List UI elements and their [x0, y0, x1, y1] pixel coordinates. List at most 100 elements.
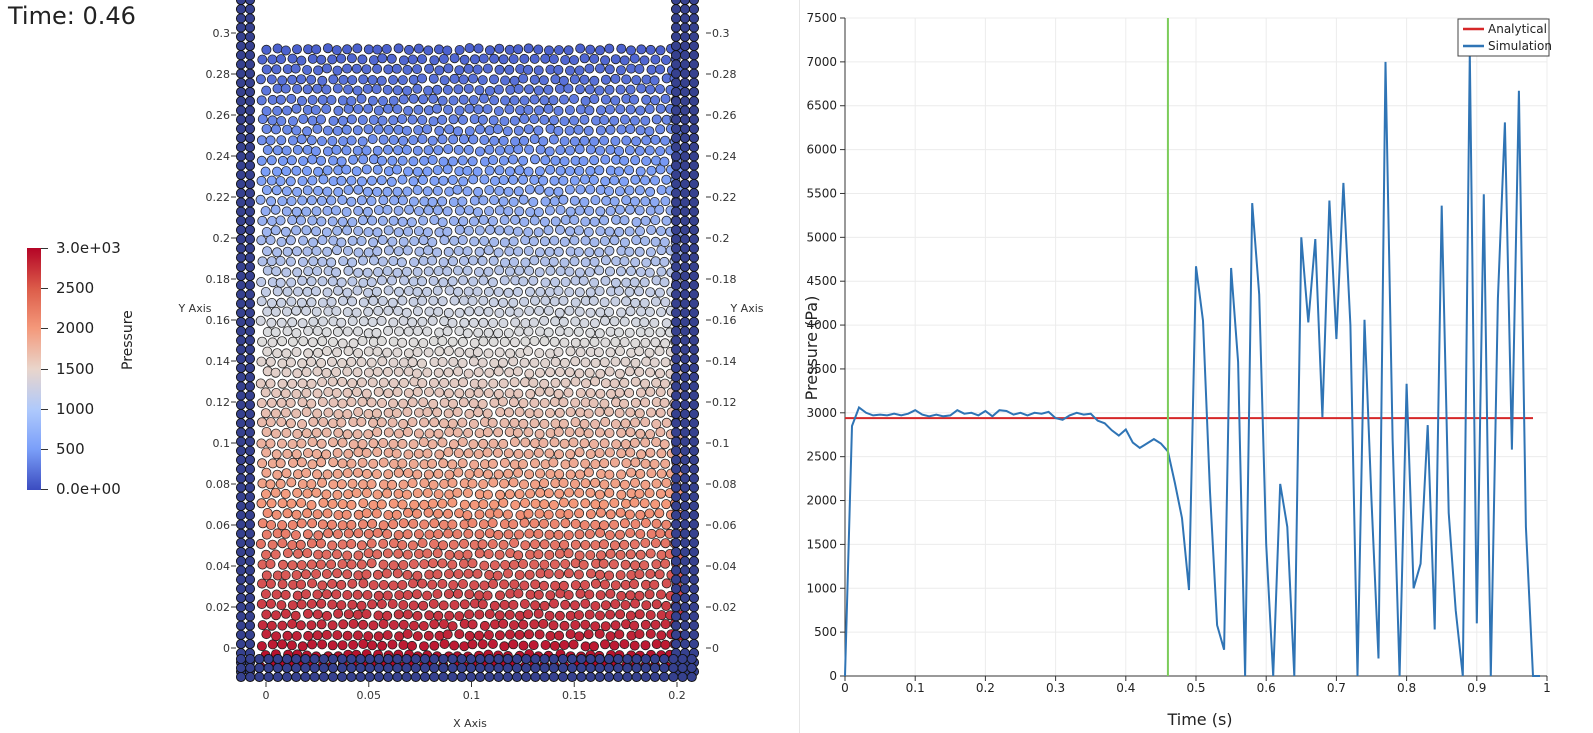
view-divider[interactable]: [799, 0, 800, 733]
fluid-particle: [306, 398, 317, 409]
fluid-particle: [303, 325, 314, 336]
fluid-particle: [568, 457, 579, 468]
fluid-particle: [332, 447, 343, 458]
wall-particle: [679, 491, 691, 502]
wall-particle: [688, 399, 700, 410]
fluid-particle: [307, 436, 318, 447]
fluid-particle: [377, 295, 388, 306]
fluid-particle: [287, 619, 298, 630]
fluid-particle: [478, 519, 489, 530]
chart-grid: [844, 17, 1548, 677]
fluid-particle: [524, 469, 535, 480]
fluid-particle: [337, 559, 348, 570]
fluid-particle: [362, 267, 373, 278]
fluid-particle: [408, 196, 419, 207]
fluid-particle: [326, 296, 337, 307]
fluid-particle: [302, 488, 313, 499]
fluid-particle: [358, 619, 369, 630]
fluid-particle: [559, 620, 570, 631]
fluid-particle: [338, 74, 349, 85]
fluid-particle: [442, 266, 453, 277]
wall-particle: [281, 653, 293, 665]
fluid-particle: [553, 186, 564, 197]
wall-particle: [244, 537, 256, 548]
wall-particle: [679, 123, 691, 134]
fluid-particle: [378, 457, 389, 468]
wall-particle: [244, 344, 256, 355]
fluid-particle: [321, 346, 332, 357]
fluid-particle: [599, 315, 610, 326]
fluid-particle: [473, 448, 484, 459]
fluid-particle: [661, 600, 672, 611]
fluid-particle: [302, 508, 313, 519]
wall-particle: [419, 653, 431, 665]
pressure-chart[interactable]: 0 0.1 0.2 0.3 0.4 0.5 0.6 0.7 0.8 0.9 105001000150…: [800, 0, 1593, 733]
fluid-particle: [539, 114, 550, 125]
fluid-particle: [378, 520, 389, 531]
fluid-particle: [437, 217, 448, 228]
fluid-particle: [660, 558, 671, 569]
fluid-particle: [382, 266, 393, 277]
fluid-particle: [488, 74, 499, 85]
wall-particle: [670, 335, 682, 346]
fluid-particle: [292, 428, 303, 439]
fluid-particle: [463, 63, 474, 74]
fluid-particle: [312, 609, 323, 620]
fluid-particle: [528, 317, 539, 328]
fluid-particle: [462, 246, 473, 257]
wall-particle: [355, 671, 366, 683]
particle-view[interactable]: 0 00.02 0.020.04 0.040.06 0.060.08 0.080.1 0.1…: [170, 0, 790, 733]
fluid-particle: [452, 184, 463, 195]
fluid-particle: [297, 256, 308, 267]
wall-particle: [670, 270, 682, 282]
fluid-particle: [640, 115, 651, 126]
fluid-particle: [655, 225, 666, 236]
wall-particle: [670, 362, 682, 374]
fluid-particle: [282, 306, 293, 317]
fluid-particle: [484, 144, 495, 155]
fluid-particle: [301, 305, 312, 316]
fluid-particle: [312, 266, 323, 277]
fluid-particle: [508, 196, 519, 207]
fluid-particle: [291, 328, 302, 339]
fluid-particle: [367, 134, 378, 145]
fluid-particle: [504, 104, 515, 115]
fluid-particle: [524, 184, 535, 195]
fluid-particle: [513, 246, 524, 257]
fluid-particle: [474, 529, 485, 540]
fluid-particle: [398, 560, 409, 571]
wall-particle: [670, 592, 682, 604]
fluid-particle: [618, 176, 629, 187]
fluid-particle: [449, 600, 460, 611]
fluid-particle: [494, 347, 505, 358]
fluid-particle: [467, 295, 478, 306]
fluid-particle: [644, 306, 655, 317]
fluid-particle: [287, 540, 298, 551]
fluid-particle: [407, 417, 418, 428]
wall-particle: [281, 662, 293, 674]
fluid-particle: [418, 621, 429, 632]
fluid-particle: [388, 357, 399, 368]
fluid-particle: [442, 164, 453, 175]
wall-particle: [679, 50, 691, 61]
fluid-particle: [656, 266, 667, 277]
wall-particle: [688, 96, 700, 107]
wall-particle: [235, 344, 247, 355]
fluid-particle: [363, 548, 374, 559]
fluid-particle: [398, 377, 409, 388]
x-tick-label: 0.7: [1327, 681, 1346, 695]
fluid-particle: [387, 417, 398, 428]
fluid-particle: [378, 134, 389, 145]
fluid-particle: [624, 165, 635, 176]
wall-particle: [244, 353, 256, 364]
fluid-particle: [640, 215, 651, 226]
fluid-particle: [276, 116, 287, 127]
fluid-particle: [388, 255, 399, 266]
fluid-particle: [255, 315, 266, 326]
fluid-particle: [635, 327, 646, 338]
fluid-particle: [590, 519, 601, 530]
fluid-particle: [427, 135, 438, 146]
fluid-particle: [574, 631, 585, 642]
fluid-particle: [565, 629, 576, 640]
fluid-particle: [372, 346, 383, 357]
